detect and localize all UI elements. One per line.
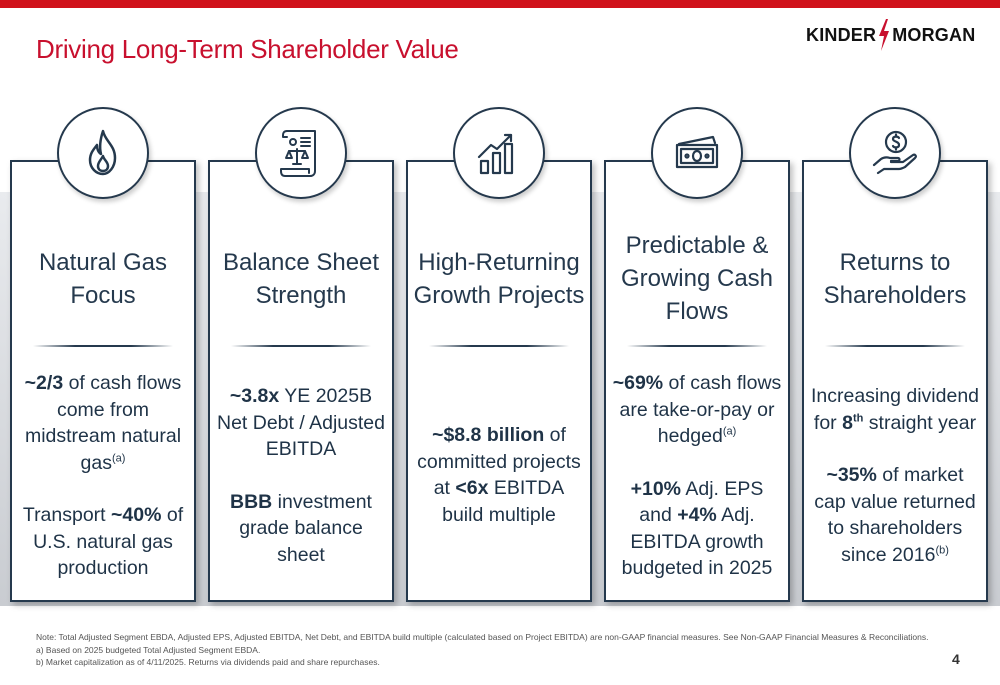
body-text: straight year [863,411,977,434]
bar-chart-growth-icon [477,133,514,175]
pillar-card-growth-projects: High-Returning Growth Projects ~$8.8 bil… [406,160,592,602]
document-icon-badge [255,107,347,199]
pillar-paragraph: ~2/3 of cash flows come from midstream n… [18,370,188,476]
pillar-title: Predictable & Growing Cash Flows [606,229,788,328]
hand-dollar-icon [872,130,917,175]
pillar-card-natural-gas: Natural Gas Focus ~2/3 of cash flows com… [10,160,196,602]
pillar-title-line: Returns to [839,249,951,276]
body-text: investment grade balance sheet [239,490,372,566]
top-accent-bar [0,0,1000,8]
cash-icon-badge [651,107,743,199]
highlight-value: ~$8.8 billion [432,424,545,446]
company-logo: KINDER MORGAN [806,18,975,52]
highlight-value: <6x [455,477,489,499]
pillar-card-returns: Returns to Shareholders Increasing divid… [802,160,988,602]
pillar-paragraph: ~35% of market cap value returned to sha… [810,462,980,568]
footnote-b: b) Market capitalization as of 4/11/2025… [36,657,380,667]
pillar-card-cash-flows: Predictable & Growing Cash Flows ~69% of… [604,160,790,602]
highlight-value: ~40% [111,504,162,526]
flame-icon [88,129,117,176]
pillar-divider [627,345,767,347]
pillar-body: ~3.8x YE 2025B Net Debt / Adjusted EBITD… [216,383,386,568]
cash-bills-icon [675,135,719,169]
body-text: YE 2025B Net Debt / Adjusted EBITDA [216,385,386,460]
pillar-title-line: Predictable & [625,232,769,259]
pillar-paragraph: +10% Adj. EPS and +4% Adj. EBITDA growth… [612,476,782,582]
body-text: Transport [22,504,112,526]
footnote-ref: (a) [722,425,737,438]
body-text: Adj. EPS and [639,477,764,527]
footnote-ref: (a) [112,452,126,464]
pillar-title-line: Growing Cash [620,265,774,292]
flame-icon-badge [57,107,149,199]
body-text: of cash flows come from midstream natura… [24,372,182,474]
pillar-body: Increasing dividend for 8th straight yea… [810,383,980,568]
highlight-value: ~3.8x [229,385,280,407]
pillar-divider [429,345,569,347]
pillar-card-balance-sheet: Balance Sheet Strength ~3.8x YE 2025B Ne… [208,160,394,602]
highlight-value: ~69% [612,372,664,394]
page-title: Driving Long-Term Shareholder Value [36,34,459,64]
lightning-bolt-icon [879,19,890,51]
pillar-title-line: Focus [70,282,136,309]
logo-text-right: MORGAN [892,24,976,45]
logo-text-left: KINDER [806,24,877,45]
pillar-paragraph: BBB investment grade balance sheet [216,489,386,569]
body-text: Adj. EBITDA growth budgeted in 2025 [621,504,773,579]
pillar-title-line: Balance Sheet [222,249,380,276]
pillar-title-line: Growth Projects [413,282,585,309]
pillar-body: ~2/3 of cash flows come from midstream n… [18,370,188,582]
pillar-title-line: Flows [665,298,729,325]
body-text: EBITDA build multiple [442,477,565,526]
pillar-body: ~69% of cash flows are take-or-pay or he… [612,370,782,582]
pillar-divider [33,345,173,347]
pillar-paragraph: Increasing dividend for 8th straight yea… [810,383,980,436]
pillar-title-line: Strength [255,282,347,309]
body-text: of U.S. natural gas production [33,504,184,579]
pillar-paragraph: ~69% of cash flows are take-or-pay or he… [612,370,782,450]
pillar-title: Natural Gas Focus [12,246,194,312]
footnote-ref: (b) [935,544,949,556]
pillar-title-line: Natural Gas [38,249,168,276]
body-text: Increasing dividend for [810,385,980,434]
hand-icon-badge [849,107,941,199]
page-number: 4 [952,651,960,667]
pillar-divider [825,345,965,347]
body-text: of committed projects at [417,424,581,499]
body-text: of cash flows are take-or-pay or hedged [619,372,782,447]
chart-icon-badge [453,107,545,199]
footnotes: Note: Total Adjusted Segment EBDA, Adjus… [36,631,928,669]
pillar-divider [231,345,371,347]
highlight-value: 8 [842,411,853,434]
document-scales-icon [280,130,316,177]
highlight-value: BBB [230,490,273,513]
pillar-body: ~$8.8 billion of committed projects at <… [414,422,584,528]
ordinal-suffix: th [852,412,864,424]
pillar-paragraph: ~3.8x YE 2025B Net Debt / Adjusted EBITD… [216,383,386,463]
pillar-paragraph: ~$8.8 billion of committed projects at <… [414,422,584,528]
pillar-title-line: Shareholders [823,282,967,309]
pillar-title-line: High-Returning [418,249,580,276]
highlight-value: +4% [677,504,717,526]
footnote-note: Note: Total Adjusted Segment EBDA, Adjus… [36,632,929,642]
pillar-title: High-Returning Growth Projects [408,246,590,312]
body-text: of market cap value returned to sharehol… [814,464,976,566]
pillar-paragraph: Transport ~40% of U.S. natural gas produ… [18,502,188,582]
pillar-title: Returns to Shareholders [804,246,986,312]
highlight-value: ~35% [826,464,877,486]
highlight-value: +10% [630,477,682,500]
highlight-value: ~2/3 [24,372,64,394]
footnote-a: a) Based on 2025 budgeted Total Adjusted… [36,644,261,655]
pillar-title: Balance Sheet Strength [210,246,392,312]
